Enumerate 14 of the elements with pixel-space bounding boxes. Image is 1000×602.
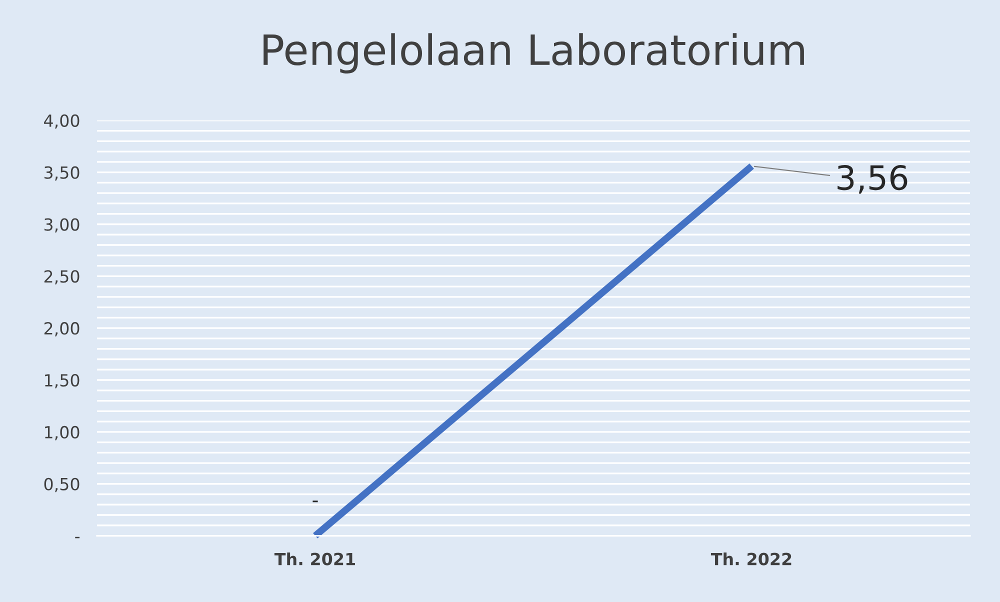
y-tick-label: - (75, 536, 80, 538)
chart-title: Pengelolaan Laboratorium (264, 33, 804, 74)
x-tick-label: Th. 2021 (274, 552, 355, 566)
y-tick-label: 1,50 (45, 374, 80, 388)
y-tick-label: 3,50 (44, 166, 80, 181)
y-tick-label: 3,00 (44, 218, 80, 233)
x-tick-label: Th. 2022 (710, 552, 792, 566)
y-tick-label: 2,00 (44, 322, 80, 336)
text: 3,56 (838, 164, 908, 194)
y-tick-label: 2,50 (44, 270, 80, 284)
y-tick-label: 0,50 (44, 478, 80, 492)
y-tick-label: 4,00 (44, 114, 80, 129)
text: - (312, 500, 318, 502)
y-tick-label: 1,00 (45, 426, 80, 440)
